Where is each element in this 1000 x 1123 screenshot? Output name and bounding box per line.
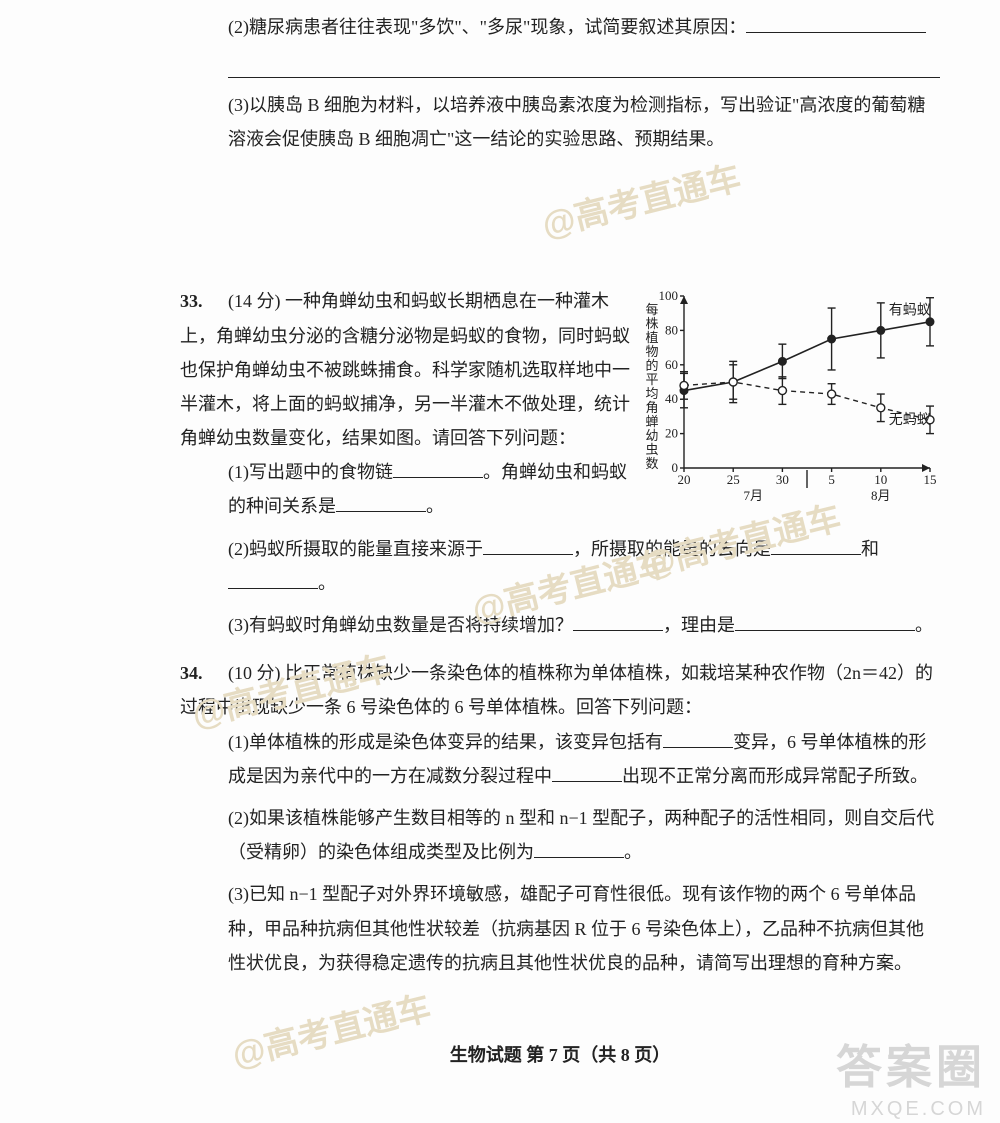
q34-number: 34.	[180, 656, 228, 690]
svg-text:蝉: 蝉	[645, 414, 658, 429]
svg-text:20: 20	[665, 426, 678, 441]
blank	[573, 612, 663, 631]
blank	[771, 536, 861, 555]
chart-svg: 020406080100202530510157月8月每株植物的平均角蝉幼虫数有…	[640, 288, 940, 508]
q34-intro: (10 分) 比正常植株缺少一条染色体的植株称为单体植株，如栽培某种农作物（2n…	[180, 663, 933, 717]
svg-text:均: 均	[645, 386, 658, 401]
text: 。	[318, 573, 336, 593]
text: ，所摄取的能量的去向是	[573, 539, 771, 559]
svg-text:15: 15	[924, 472, 937, 487]
svg-text:株: 株	[645, 316, 658, 331]
text: (2)蚂蚁所摄取的能量直接来源于	[228, 539, 483, 559]
q32-part3: (3)以胰岛 B 细胞为材料，以培养液中胰岛素浓度为检测指标，写出验证"高浓度的…	[228, 88, 940, 156]
q32-3-text: (3)以胰岛 B 细胞为材料，以培养液中胰岛素浓度为检测指标，写出验证"高浓度的…	[228, 95, 925, 149]
svg-text:100: 100	[659, 288, 679, 303]
svg-text:30: 30	[776, 472, 789, 487]
svg-text:数: 数	[645, 456, 658, 471]
blank	[735, 612, 915, 631]
svg-text:无蚂蚁: 无蚂蚁	[889, 412, 931, 428]
svg-text:有蚂蚁: 有蚂蚁	[889, 303, 931, 319]
svg-text:10: 10	[874, 472, 887, 487]
blank	[534, 839, 624, 858]
svg-text:7月: 7月	[743, 488, 763, 503]
q33-2: (2)蚂蚁所摄取的能量直接来源于 ，所摄取的能量的去向是 和。	[228, 532, 940, 600]
q32-part2: (2)糖尿病患者往往表现"多饮"、"多尿"现象，试简要叙述其原因：	[228, 10, 940, 78]
spacer	[180, 164, 940, 284]
q34-1: (1)单体植株的形成是染色体变异的结果，该变异包括有变异，6 号单体植株的形成是…	[228, 725, 940, 793]
q34-2: (2)如果该植株能够产生数目相等的 n 型和 n−1 型配子，两种配子的活性相同…	[228, 801, 940, 869]
text: 。	[915, 615, 933, 635]
svg-text:的: 的	[645, 358, 658, 373]
svg-text:80: 80	[665, 323, 678, 338]
blank	[663, 729, 733, 748]
svg-text:平: 平	[645, 372, 658, 387]
svg-text:角: 角	[645, 400, 658, 415]
svg-text:60: 60	[665, 357, 678, 372]
mxqe-watermark: MXQE.COM	[851, 1098, 986, 1121]
svg-text:8月: 8月	[871, 488, 891, 503]
text: 和	[861, 539, 879, 559]
blank	[746, 14, 926, 33]
text: (3)有蚂蚁时角蝉幼虫数量是否将持续增加？	[228, 615, 573, 635]
text: (1)写出题中的食物链	[228, 462, 393, 482]
text: 出现不正常分离而形成异常配子所致。	[622, 766, 928, 786]
text: 。	[624, 842, 642, 862]
answer-watermark: 答案圈	[836, 1031, 986, 1097]
blank	[336, 493, 426, 512]
svg-text:物: 物	[645, 344, 658, 359]
text: (3)已知 n−1 型配子对外界环境敏感，雄配子可育性很低。现有该作物的两个 6…	[228, 884, 924, 972]
page-footer: 生物试题 第 7 页（共 8 页）	[180, 1038, 940, 1072]
svg-text:植: 植	[645, 330, 658, 345]
blank-line	[228, 48, 940, 78]
svg-text:幼: 幼	[645, 428, 658, 443]
q34: 34. (10 分) 比正常植株缺少一条染色体的植株称为单体植株，如栽培某种农作…	[180, 656, 940, 988]
q33-chart: 020406080100202530510157月8月每株植物的平均角蝉幼虫数有…	[640, 288, 940, 519]
q33: 020406080100202530510157月8月每株植物的平均角蝉幼虫数有…	[180, 284, 940, 650]
svg-text:40: 40	[665, 392, 678, 407]
text: (1)单体植株的形成是染色体变异的结果，该变异包括有	[228, 732, 663, 752]
svg-text:虫: 虫	[645, 442, 658, 457]
svg-text:5: 5	[828, 472, 835, 487]
svg-text:25: 25	[727, 472, 740, 487]
blank	[483, 536, 573, 555]
exam-page: @高考直通车 @高考直通车 @高考直通车 @高考直通车 @高考直通车 (2)糖尿…	[0, 0, 1000, 1123]
svg-text:20: 20	[678, 472, 691, 487]
blank	[393, 459, 483, 478]
q33-intro: (14 分) 一种角蝉幼虫和蚂蚁长期栖息在一种灌木上，角蝉幼虫分泌的含糖分泌物是…	[180, 291, 630, 448]
q32-2-text: (2)糖尿病患者往往表现"多饮"、"多尿"现象，试简要叙述其原因：	[228, 17, 746, 37]
text: ，理由是	[663, 615, 735, 635]
q34-3: (3)已知 n−1 型配子对外界环境敏感，雄配子可育性很低。现有该作物的两个 6…	[228, 877, 940, 980]
svg-text:每: 每	[645, 302, 658, 317]
blank	[228, 570, 318, 589]
text: 。	[426, 496, 444, 516]
blank	[552, 763, 622, 782]
q33-number: 33.	[180, 284, 228, 318]
q33-3: (3)有蚂蚁时角蝉幼虫数量是否将持续增加？ ，理由是 。	[228, 608, 940, 642]
